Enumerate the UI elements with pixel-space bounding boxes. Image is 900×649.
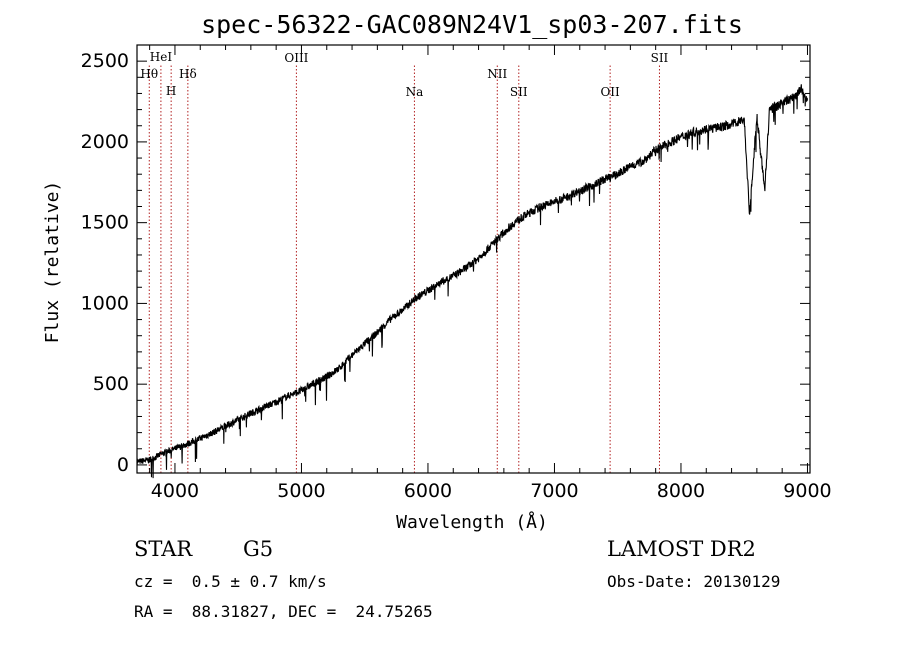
- spectral-line-label: OII: [600, 85, 620, 99]
- survey-name: LAMOST DR2: [607, 537, 756, 561]
- x-tick-label: 4000: [151, 480, 199, 502]
- chart-title: spec-56322-GAC089N24V1_sp03-207.fits: [201, 10, 743, 39]
- coordinates-info: RA = 88.31827, DEC = 24.75265: [134, 602, 433, 621]
- axes: 4000 5000 6000 7000 8000 9000 0 500 1000 1500 2000…: [81, 44, 832, 502]
- y-tick-label: 1500: [81, 212, 129, 234]
- redshift-info: cz = 0.5 ± 0.7 km/s: [134, 572, 327, 591]
- y-tick-label: 2000: [81, 131, 129, 153]
- y-tick-label: 1000: [81, 292, 129, 314]
- plot-frame: [136, 44, 811, 474]
- x-tick-label: 6000: [404, 480, 452, 502]
- object-subclass: G5: [243, 537, 274, 561]
- spectrum-series: [136, 84, 808, 479]
- y-tick-label: 2500: [81, 50, 129, 72]
- y-tick-label: 0: [117, 454, 129, 476]
- spectral-line-label: NII: [487, 67, 507, 81]
- spectral-line-label: Hδ: [179, 67, 197, 81]
- spectrum-line: [136, 84, 808, 479]
- observation-date: Obs-Date: 20130129: [607, 572, 781, 591]
- y-axis-label: Flux (relative): [42, 181, 63, 344]
- y-tick-label: 500: [93, 373, 129, 395]
- spectral-line-label: Na: [406, 85, 424, 99]
- x-axis-label: Wavelength (Å): [396, 511, 548, 533]
- x-tick-label: 8000: [657, 480, 705, 502]
- spectral-line-label: OIII: [284, 51, 308, 65]
- spectral-line-label: Hθ: [140, 67, 158, 81]
- x-tick-label: 7000: [530, 480, 578, 502]
- x-tick-label: 9000: [783, 480, 831, 502]
- spectral-line-label: SII: [651, 51, 669, 65]
- spectral-line-label: SII: [510, 85, 528, 99]
- spectral-line-label: H: [166, 84, 176, 98]
- x-tick-label: 5000: [277, 480, 325, 502]
- object-class: STAR: [134, 537, 193, 561]
- spectral-line-label: HeI: [150, 50, 173, 64]
